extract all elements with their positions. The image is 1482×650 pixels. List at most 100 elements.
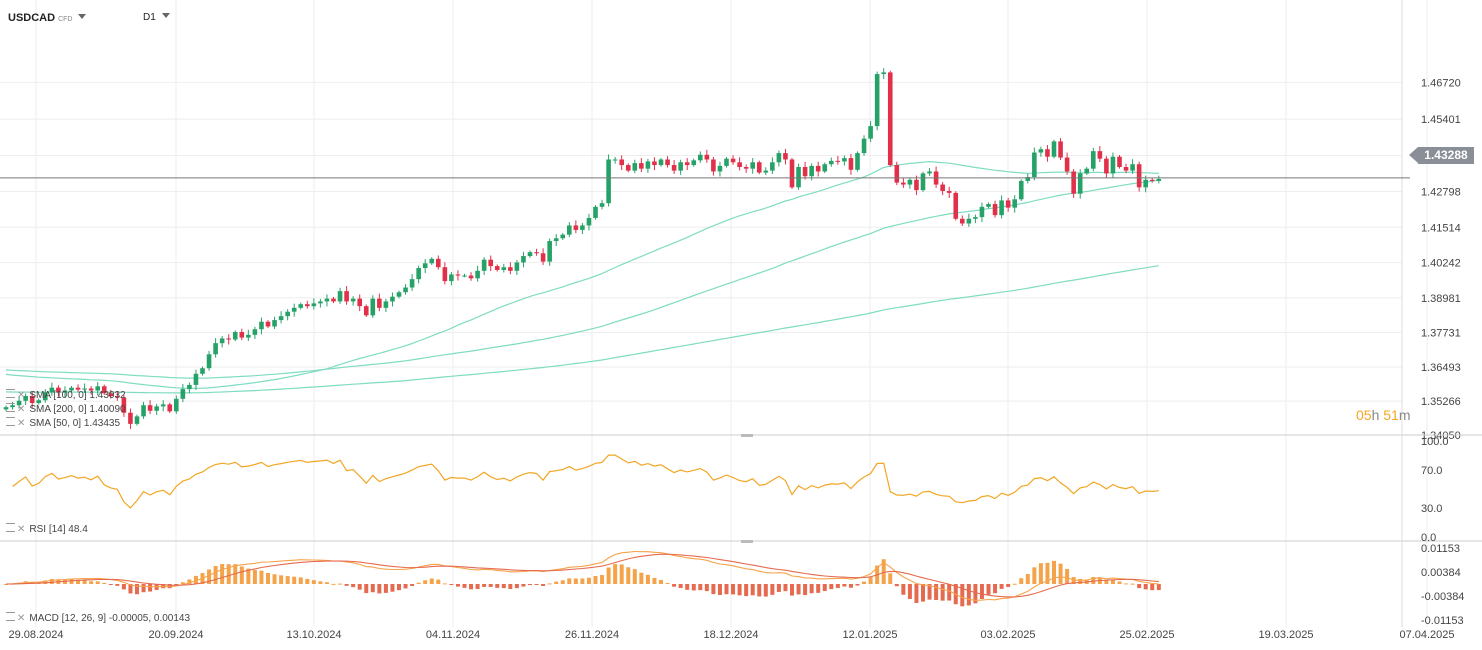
candle-body [1097, 151, 1103, 159]
sma-50-line [5, 160, 1159, 389]
macd-histogram-bar [1012, 583, 1017, 585]
candle-body [547, 241, 552, 262]
macd-histogram-bar [960, 584, 965, 607]
candle-body [377, 298, 382, 308]
candle-body [1071, 171, 1076, 194]
macd-histogram-bar [541, 584, 546, 586]
settings-icon[interactable] [6, 389, 15, 398]
candle-body [436, 258, 441, 268]
candle-body [390, 296, 395, 302]
candle-body [783, 153, 788, 160]
settings-icon[interactable] [6, 612, 15, 621]
macd-histogram-bar [82, 580, 87, 584]
settings-icon[interactable] [6, 417, 15, 426]
candle-body [567, 225, 572, 235]
candle-body [3, 407, 9, 410]
candle-body [684, 162, 690, 166]
candle-body [881, 72, 886, 75]
candle-body [920, 173, 926, 191]
chevron-down-icon[interactable] [161, 13, 170, 18]
candle-body [160, 404, 166, 407]
legend-rsi[interactable]: ✕ RSI [14] 48.4 [6, 523, 88, 535]
date-tick-label: 13.10.2024 [286, 629, 341, 641]
last-price-tag: 1.43288 [1409, 147, 1474, 164]
close-icon[interactable]: ✕ [17, 404, 26, 415]
candle-body [946, 190, 952, 193]
panel-resize-handle [741, 434, 753, 437]
price-tick-label: 1.34050 [1421, 430, 1461, 442]
candle-body [612, 159, 618, 161]
candle-body [409, 279, 415, 288]
candle-body [822, 164, 828, 172]
symbol-selector[interactable]: USDCAD CFD [8, 12, 87, 24]
timeframe-selector[interactable]: D1 [143, 12, 170, 23]
macd-histogram-bar [344, 584, 349, 586]
macd-histogram-bar [266, 572, 270, 584]
legend-sma50[interactable]: ✕ SMA [50, 0] 1.43435 [6, 417, 120, 429]
candle-body [992, 204, 998, 216]
legend-macd[interactable]: ✕ MACD [12, 26, 9] -0.00005, 0.00143 [6, 612, 190, 624]
candle-body [108, 393, 114, 397]
macd-histogram-bar [416, 582, 421, 584]
candle-body [1045, 149, 1050, 157]
macd-histogram-bar [816, 584, 821, 593]
macd-histogram-bar [377, 584, 382, 594]
macd-histogram-bar [632, 569, 637, 584]
macd-histogram-bar [436, 579, 441, 584]
macd-histogram-bar [881, 559, 886, 584]
macd-histogram-bar [207, 569, 212, 584]
legend-sma200[interactable]: ✕ SMA [200, 0] 1.40090 [6, 403, 126, 415]
macd-histogram-bar [947, 584, 952, 601]
macd-histogram-bar [737, 584, 742, 596]
chevron-down-icon[interactable] [78, 14, 87, 19]
macd-histogram-bar [167, 584, 172, 589]
price-tick-label: 1.38981 [1421, 293, 1461, 305]
settings-icon[interactable] [6, 403, 15, 412]
candle-body [586, 217, 592, 226]
price-tick-label: 1.36493 [1421, 362, 1461, 374]
candle-body [743, 167, 749, 169]
candle-body [69, 387, 74, 391]
candle-body [88, 388, 94, 391]
macd-histogram-bar [973, 584, 978, 604]
sma-100-line [5, 179, 1159, 379]
macd-histogram-bar [89, 581, 94, 584]
candle-body [298, 304, 304, 308]
candle-body [305, 304, 310, 307]
candle-body [357, 298, 362, 307]
macd-histogram-bar [1038, 563, 1043, 584]
macd-histogram-bar [645, 574, 650, 584]
macd-histogram-bar [894, 584, 899, 587]
close-icon[interactable]: ✕ [17, 524, 26, 535]
close-icon[interactable]: ✕ [17, 613, 26, 624]
legend-sma100[interactable]: ✕ SMA [100, 0] 1.43032 [6, 389, 126, 401]
candle-body [75, 387, 81, 390]
candle-body [455, 274, 461, 276]
candle-body [514, 262, 520, 271]
candle-body [606, 159, 611, 204]
date-tick-label: 26.11.2024 [565, 629, 619, 641]
close-icon[interactable]: ✕ [17, 390, 26, 401]
macd-histogram-bar [600, 575, 605, 584]
candle-body [278, 316, 284, 321]
macd-histogram-bar [285, 576, 290, 584]
candle-body [986, 204, 991, 207]
macd-histogram-bar [318, 581, 323, 584]
settings-icon[interactable] [6, 523, 15, 532]
candle-body [36, 400, 42, 403]
legend-sma200-label: SMA [200, 0] 1.40090 [29, 404, 126, 415]
macd-histogram-bar [1110, 579, 1115, 584]
candle-body [573, 225, 579, 230]
macd-histogram-bar [1137, 584, 1142, 589]
macd-histogram-bar [1052, 560, 1056, 584]
macd-histogram-bar [1117, 581, 1122, 584]
sma-lines [5, 160, 1159, 394]
macd-histogram-bar [508, 584, 513, 589]
date-tick-label: 19.03.2025 [1258, 629, 1313, 641]
candle-body [914, 179, 919, 191]
macd-histogram-bar [135, 584, 139, 595]
close-icon[interactable]: ✕ [17, 418, 26, 429]
date-tick-label: 20.09.2024 [148, 629, 203, 641]
